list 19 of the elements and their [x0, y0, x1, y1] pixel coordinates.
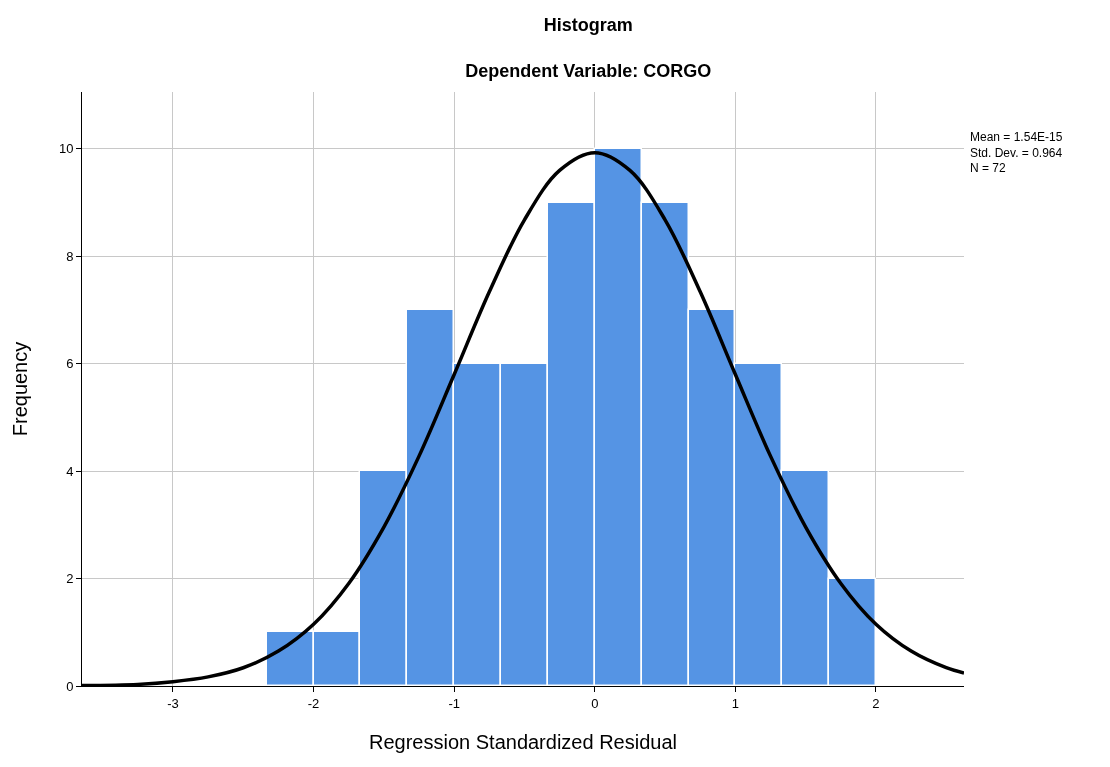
x-tick-label: -2 [307, 695, 320, 711]
chart-subtitle: Dependent Variable: CORGO [465, 61, 712, 82]
x-tick-label: -3 [167, 695, 179, 711]
y-tick-label: 8 [66, 248, 74, 264]
y-tick-label: 4 [66, 463, 74, 479]
y-tick-label: 0 [66, 678, 74, 694]
x-tick-label: -1 [448, 695, 460, 711]
x-tick-label: 0 [591, 695, 599, 711]
text: N = 72 [970, 161, 1007, 176]
x-tick-label: 1 [731, 695, 739, 711]
x-axis-title: Regression Standardized Residual [369, 731, 677, 754]
text: Std. Dev. = 0.964 [970, 145, 1063, 160]
y-tick-label: 2 [66, 571, 74, 587]
x-tick-label: 2 [872, 695, 880, 711]
y-axis-title: Frequency [9, 341, 32, 437]
y-tick-label: 6 [66, 356, 74, 372]
text: Mean = 1.54E-15 [970, 130, 1063, 144]
chart-title: Histogram [543, 14, 633, 35]
y-tick-label: 10 [58, 141, 74, 157]
